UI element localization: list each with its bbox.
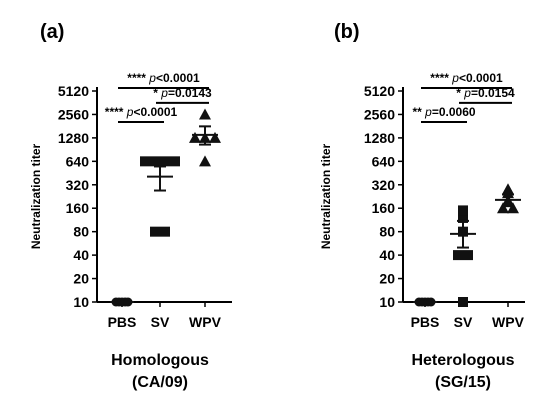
data-point <box>150 226 160 237</box>
data-point <box>170 156 180 167</box>
y-axis-title: Neutralization titer <box>319 144 333 250</box>
category-label-pbs: PBS <box>411 314 440 330</box>
y-tick-label: 10 <box>379 294 395 310</box>
data-point <box>453 250 463 261</box>
p-symbol: p <box>160 86 168 100</box>
p-value: <0.0001 <box>459 71 503 85</box>
p-symbol: p <box>424 105 432 119</box>
data-point <box>209 131 221 143</box>
y-tick-label: 1280 <box>364 130 395 146</box>
group-pbs <box>413 297 437 307</box>
category-label-sv: SV <box>151 314 170 330</box>
panel-caption-subtitle: (SG/15) <box>435 374 491 391</box>
p-value: =0.0143 <box>168 86 212 100</box>
y-tick-label: 640 <box>66 153 90 169</box>
significance-label: **** p<0.0001 <box>127 71 200 85</box>
p-value: =0.0060 <box>432 105 476 119</box>
significance-stars: * <box>456 86 464 100</box>
data-point <box>150 156 160 167</box>
data-point <box>458 212 468 223</box>
data-point <box>199 155 211 167</box>
significance-label: **** p<0.0001 <box>430 71 503 85</box>
chart-panel-a: (a) 10 20 40 80 160 320 640 1280 2560 5120 Neutrali… <box>29 21 232 391</box>
significance-stars: **** <box>127 71 149 85</box>
y-tick-label: 5120 <box>364 83 395 99</box>
data-point <box>458 297 468 307</box>
y-tick-label: 320 <box>372 177 396 193</box>
group-sv <box>450 205 476 307</box>
significance-label: * p=0.0143 <box>153 86 212 100</box>
p-symbol: p <box>148 71 156 85</box>
y-tick-label: 40 <box>379 247 395 263</box>
group-pbs <box>110 297 134 307</box>
significance-label: ** p=0.0060 <box>412 105 475 119</box>
data-point <box>189 131 201 143</box>
data-point <box>502 183 514 195</box>
category-label-sv: SV <box>454 314 473 330</box>
data-point <box>160 226 170 237</box>
data-point <box>458 205 468 216</box>
significance-label: * p=0.0154 <box>456 86 515 100</box>
y-tick-label: 160 <box>372 200 396 216</box>
p-value: <0.0001 <box>133 105 177 119</box>
category-label-wpv: WPV <box>492 314 525 330</box>
data-point <box>199 108 211 120</box>
y-tick-label: 5120 <box>58 83 89 99</box>
significance-stars: **** <box>430 71 452 85</box>
y-axis-title: Neutralization titer <box>29 144 43 250</box>
y-tick-label: 10 <box>73 294 89 310</box>
panel-label: (a) <box>40 21 64 43</box>
y-tick-label: 640 <box>372 153 396 169</box>
p-value: <0.0001 <box>156 71 200 85</box>
panel-caption-title: Homologous <box>111 352 209 369</box>
y-tick-label: 1280 <box>58 130 89 146</box>
p-value: =0.0154 <box>471 86 515 100</box>
group-wpv <box>495 183 521 214</box>
panel-caption-subtitle: (CA/09) <box>132 374 188 391</box>
y-tick-label: 80 <box>379 224 395 240</box>
y-tick-label: 20 <box>379 271 395 287</box>
y-tick-label: 2560 <box>364 106 395 122</box>
significance-label: **** p<0.0001 <box>105 105 178 119</box>
panel-label: (b) <box>334 21 360 43</box>
p-symbol: p <box>126 105 134 119</box>
y-tick-label: 160 <box>66 200 90 216</box>
significance-stars: ** <box>412 105 425 119</box>
significance-stars: * <box>153 86 161 100</box>
y-tick-label: 40 <box>73 247 89 263</box>
data-point <box>497 202 509 214</box>
category-label-wpv: WPV <box>189 314 222 330</box>
y-tick-label: 80 <box>73 224 89 240</box>
group-wpv <box>189 108 221 167</box>
p-symbol: p <box>463 86 471 100</box>
y-tick-label: 20 <box>73 271 89 287</box>
panel-caption-title: Heterologous <box>411 352 514 369</box>
y-tick-label: 2560 <box>58 106 89 122</box>
y-tick-label: 320 <box>66 177 90 193</box>
data-point <box>507 202 519 214</box>
chart-panel-b: (b) 10 20 40 80 160 320 640 1280 2560 5120 Neutrali… <box>319 21 525 391</box>
significance-stars: **** <box>105 105 127 119</box>
p-symbol: p <box>451 71 459 85</box>
category-label-pbs: PBS <box>108 314 137 330</box>
data-point <box>160 156 170 167</box>
group-sv <box>140 156 180 237</box>
data-point <box>463 250 473 261</box>
data-point <box>140 156 150 167</box>
